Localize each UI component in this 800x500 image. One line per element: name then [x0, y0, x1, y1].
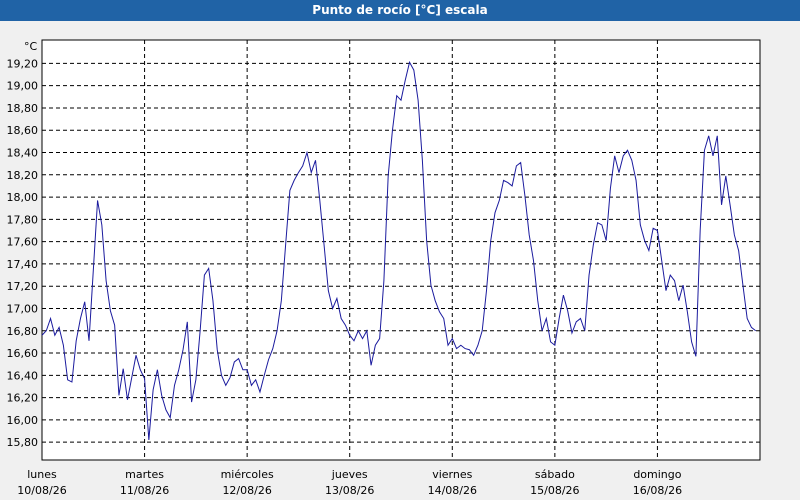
y-tick-label: 19,20: [7, 57, 39, 70]
y-tick-label: 17,60: [7, 236, 39, 249]
y-tick-label: 16,20: [7, 392, 39, 405]
data-line: [41, 60, 757, 440]
y-tick-label: 16,60: [7, 347, 39, 360]
chart-title: Punto de rocío [°C] escala: [312, 3, 487, 17]
x-tick-date: 10/08/26: [17, 484, 66, 497]
x-tick-label: jueves: [331, 468, 368, 481]
x-tick-date: 16/08/26: [633, 484, 682, 497]
y-tick-label: 15,80: [7, 436, 39, 449]
x-tick-label: lunes: [27, 468, 57, 481]
x-tick-label: martes: [125, 468, 164, 481]
x-tick-date: 14/08/26: [428, 484, 477, 497]
y-tick-label: 18,60: [7, 124, 39, 137]
y-tick-label: 19,00: [7, 80, 39, 93]
y-tick-label: 18,20: [7, 169, 39, 182]
x-tick-date: 11/08/26: [120, 484, 169, 497]
x-tick-label: viernes: [432, 468, 472, 481]
y-tick-label: 18,40: [7, 147, 39, 160]
y-tick-label: 16,00: [7, 414, 39, 427]
y-tick-label: 17,00: [7, 302, 39, 315]
y-unit: °C: [24, 40, 38, 53]
x-tick-date: 13/08/26: [325, 484, 374, 497]
plot-area: [41, 39, 761, 461]
y-tick-label: 17,20: [7, 280, 39, 293]
y-tick-label: 17,40: [7, 258, 39, 271]
y-tick-label: 17,80: [7, 213, 39, 226]
title-bar: [0, 0, 800, 21]
x-tick-label: miércoles: [221, 468, 274, 481]
y-tick-label: 16,80: [7, 325, 39, 338]
x-tick-date: 15/08/26: [530, 484, 579, 497]
y-tick-label: 16,40: [7, 369, 39, 382]
x-tick-label: domingo: [633, 468, 681, 481]
y-tick-label: 18,80: [7, 102, 39, 115]
x-tick-label: sábado: [535, 468, 575, 481]
x-tick-date: 12/08/26: [222, 484, 271, 497]
y-tick-label: 18,00: [7, 191, 39, 204]
